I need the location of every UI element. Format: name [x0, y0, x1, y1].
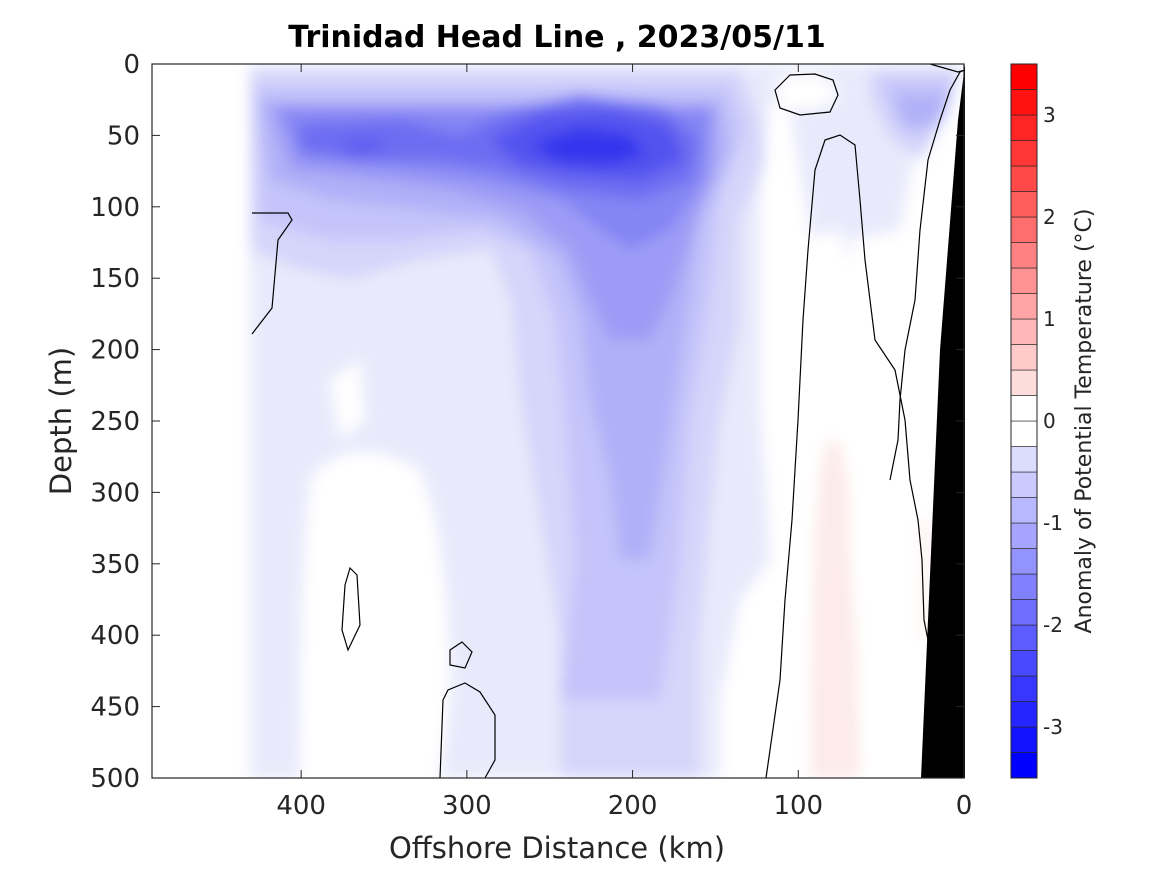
colorbar-segment — [1010, 624, 1038, 651]
colorbar-segment — [1010, 599, 1038, 626]
y-tick-label: 450 — [90, 693, 140, 723]
contour-fill-warm-nearshore — [920, 520, 930, 640]
colorbar-ticks: -3 -2 -1 0 1 2 3 — [1043, 103, 1063, 739]
colorbar-tick-label: -3 — [1043, 715, 1063, 739]
x-tick-label: 0 — [956, 791, 973, 821]
bathymetry — [921, 64, 965, 778]
y-tick-label: 0 — [123, 50, 140, 80]
zero-contour-surface — [929, 63, 966, 73]
colorbar-segment — [1010, 420, 1038, 447]
colorbar-segment — [1010, 497, 1038, 524]
colorbar-segment — [1010, 369, 1038, 396]
colorbar-segment — [1010, 140, 1038, 167]
y-axis: 0 50 100 150 200 250 300 350 400 450 500 — [90, 50, 964, 794]
colorbar-segment — [1010, 242, 1038, 269]
y-tick-label: 50 — [107, 121, 140, 151]
zero-contour-surface-loop — [774, 73, 839, 116]
y-tick-label: 250 — [90, 407, 140, 437]
zero-contour-loop-2 — [449, 641, 473, 669]
contour-fill-level-4-east — [895, 95, 950, 125]
colorbar-tick-label: 1 — [1043, 307, 1056, 331]
plot-area — [152, 63, 966, 779]
y-tick-label: 400 — [90, 621, 140, 651]
anomaly-field — [250, 64, 964, 778]
contour-fill-level-0-pocket-2 — [330, 360, 365, 440]
colorbar-segment — [1010, 395, 1038, 422]
contour-fill-level-0-inshore — [775, 74, 838, 110]
zero-contour-inshore-2 — [889, 69, 966, 481]
colorbar-segment — [1010, 344, 1038, 371]
x-tick-label: 200 — [608, 791, 658, 821]
colorbar-segment — [1010, 191, 1038, 218]
colorbar-tick-label: 2 — [1043, 205, 1056, 229]
x-tick-label: 100 — [773, 791, 823, 821]
colorbar-segment — [1010, 752, 1038, 779]
contour-fill-level-8-west — [340, 135, 385, 160]
colorbar-title: Anomaly of Potential Temperature (°C) — [1072, 209, 1097, 634]
colorbar-tick-label: 0 — [1043, 409, 1056, 433]
colorbar-segment — [1010, 165, 1038, 192]
y-tick-label: 100 — [90, 193, 140, 223]
y-tick-label: 500 — [90, 764, 140, 794]
colorbar-frame — [1010, 63, 1038, 779]
zero-contour-south — [439, 682, 496, 779]
colorbar-segment — [1010, 267, 1038, 294]
colorbar-segment — [1010, 63, 1038, 90]
y-tick-label: 150 — [90, 264, 140, 294]
colorbar-segment — [1010, 573, 1038, 600]
colorbar-segment — [1010, 522, 1038, 549]
colorbar-segment — [1010, 114, 1038, 141]
colorbar-segments — [1010, 63, 1038, 779]
colorbar-segment — [1010, 471, 1038, 498]
zero-contour-loop-1 — [341, 566, 361, 652]
zero-contours — [251, 63, 966, 779]
colorbar: -3 -2 -1 0 1 2 3 Anomaly of Potential Temperat… — [1010, 63, 1097, 779]
x-axis-title: Offshore Distance (km) — [389, 831, 725, 865]
contour-fill-warm-band — [810, 440, 860, 778]
y-tick-label: 350 — [90, 550, 140, 580]
colorbar-segment — [1010, 650, 1038, 677]
colorbar-segment — [1010, 89, 1038, 116]
colorbar-tick-label: -2 — [1043, 613, 1063, 637]
x-tick-label: 400 — [276, 791, 326, 821]
y-axis-title: Depth (m) — [44, 347, 78, 495]
chart-title: Trinidad Head Line , 2023/05/11 — [288, 20, 825, 55]
colorbar-tick-label: -1 — [1043, 511, 1063, 535]
contour-fill-level-0-pocket-1 — [300, 451, 450, 778]
colorbar-segment — [1010, 675, 1038, 702]
colorbar-segment — [1010, 726, 1038, 753]
colorbar-segment — [1010, 548, 1038, 575]
colorbar-segment — [1010, 701, 1038, 728]
x-axis: 400 300 200 100 0 — [276, 64, 972, 821]
colorbar-segment — [1010, 293, 1038, 320]
colorbar-tick-label: 3 — [1043, 103, 1056, 127]
y-tick-label: 300 — [90, 478, 140, 508]
contour-fill-level-9 — [530, 128, 645, 165]
zero-contour-inshore-1 — [765, 134, 931, 779]
colorbar-segment — [1010, 318, 1038, 345]
colorbar-segment — [1010, 216, 1038, 243]
y-tick-label: 200 — [90, 336, 140, 366]
x-tick-label: 300 — [442, 791, 492, 821]
zero-contour-west — [251, 212, 293, 335]
colorbar-segment — [1010, 446, 1038, 473]
